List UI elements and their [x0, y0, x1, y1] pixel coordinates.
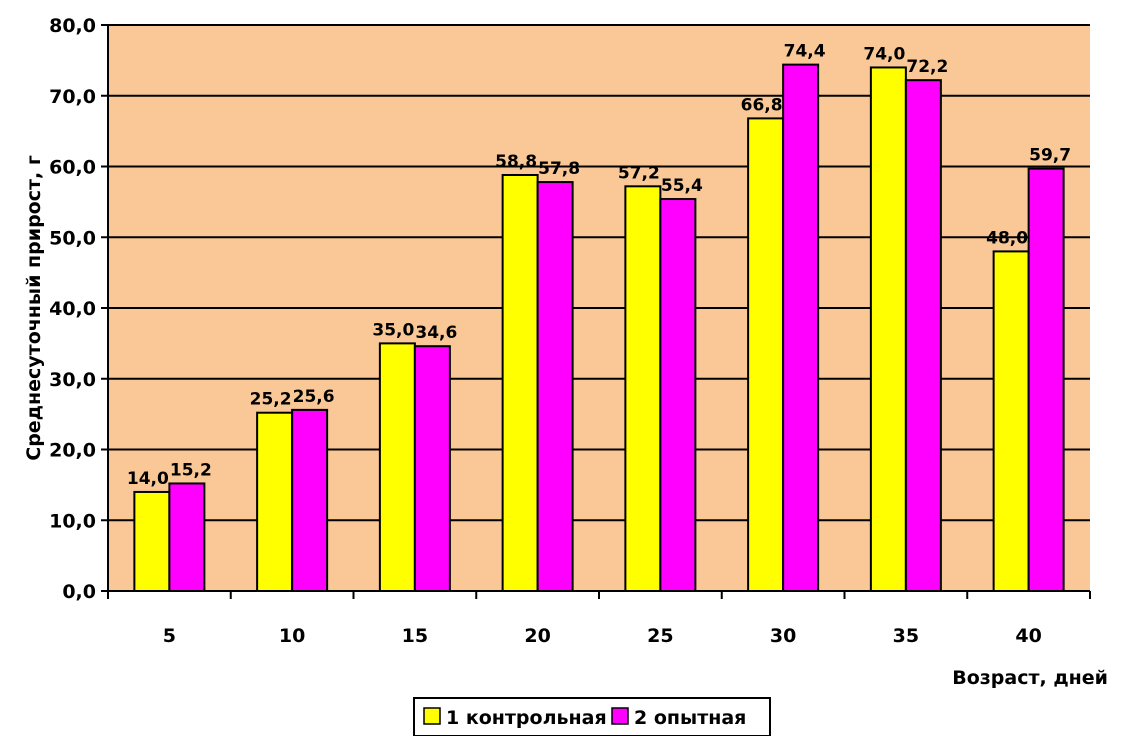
- x-tick-label: 15: [402, 625, 428, 647]
- bar-series-1: [501, 173, 539, 593]
- data-label-series-1: 35,0: [372, 320, 414, 340]
- bar-series-1: [256, 411, 294, 592]
- data-label-series-1: 25,2: [250, 390, 292, 410]
- data-label-series-1: 58,8: [495, 152, 537, 172]
- y-tick-label: 80,0: [49, 15, 96, 37]
- bar-series-2: [1027, 167, 1065, 592]
- data-label-series-2: 55,4: [661, 176, 703, 196]
- y-tick-label: 40,0: [49, 298, 96, 320]
- bar-series-2: [168, 482, 206, 592]
- data-label-series-1: 66,8: [741, 95, 783, 115]
- bar-series-1: [378, 342, 416, 592]
- x-axis-title: Возраст, дней: [952, 667, 1108, 689]
- data-label-series-1: 57,2: [618, 163, 660, 183]
- bar-series-1: [869, 66, 907, 592]
- y-tick-label: 10,0: [49, 510, 96, 532]
- y-tick-label: 50,0: [49, 227, 96, 249]
- data-label-series-2: 72,2: [906, 57, 948, 77]
- bar-series-2: [536, 181, 574, 592]
- y-axis-ticks: 0,0 10,0 20,0 30,0 40,0 50,0 60,0 70,0 80,0: [49, 15, 108, 603]
- legend: 1 контрольная 2 опытная: [413, 697, 771, 736]
- bars: [133, 63, 1065, 593]
- legend-box: [413, 697, 771, 736]
- y-tick-label: 60,0: [49, 157, 96, 179]
- legend-swatch-series-1: [423, 707, 441, 725]
- data-label-series-2: 59,7: [1029, 146, 1071, 166]
- y-tick-label: 70,0: [49, 86, 96, 108]
- bar-series-1: [992, 250, 1030, 592]
- x-tick-label: 30: [770, 625, 796, 647]
- bar-series-2: [659, 198, 697, 592]
- data-label-series-2: 25,6: [293, 387, 335, 407]
- bar-series-2: [291, 408, 329, 592]
- y-axis-title: Среднесуточный прирост, г: [23, 155, 45, 461]
- bar-series-1: [747, 117, 785, 592]
- data-label-series-2: 74,4: [784, 42, 826, 62]
- y-tick-label: 30,0: [49, 369, 96, 391]
- bar-series-2: [904, 79, 942, 592]
- data-label-series-2: 34,6: [415, 323, 457, 343]
- x-axis-ticks: 5 10 15 20 25 30 35 40: [107, 591, 1091, 647]
- bar-series-2: [782, 63, 820, 593]
- x-tick-label: 20: [524, 625, 550, 647]
- legend-label-series-2: 2 опытная: [634, 707, 746, 729]
- y-tick-label: 0,0: [62, 581, 96, 603]
- x-tick-label: 25: [647, 625, 673, 647]
- y-tick-label: 20,0: [49, 440, 96, 462]
- x-tick-label: 35: [893, 625, 919, 647]
- data-label-series-1: 74,0: [863, 44, 905, 64]
- data-label-series-2: 57,8: [538, 159, 580, 179]
- x-tick-label: 40: [1015, 625, 1041, 647]
- data-labels: 14,0 25,2 35,0 58,8 57,2 66,8 74,0 48,0 15,2 25,6…: [127, 42, 1071, 489]
- x-tick-label: 10: [279, 625, 305, 647]
- data-label-series-1: 14,0: [127, 469, 169, 489]
- data-label-series-1: 48,0: [986, 228, 1028, 248]
- legend-label-series-1: 1 контрольная: [446, 707, 607, 729]
- bar-series-1: [624, 185, 662, 592]
- x-tick-label: 5: [163, 625, 176, 647]
- legend-swatch-series-2: [611, 707, 629, 725]
- bar-series-1: [133, 490, 171, 593]
- data-label-series-2: 15,2: [170, 460, 212, 480]
- bar-series-2: [413, 345, 451, 592]
